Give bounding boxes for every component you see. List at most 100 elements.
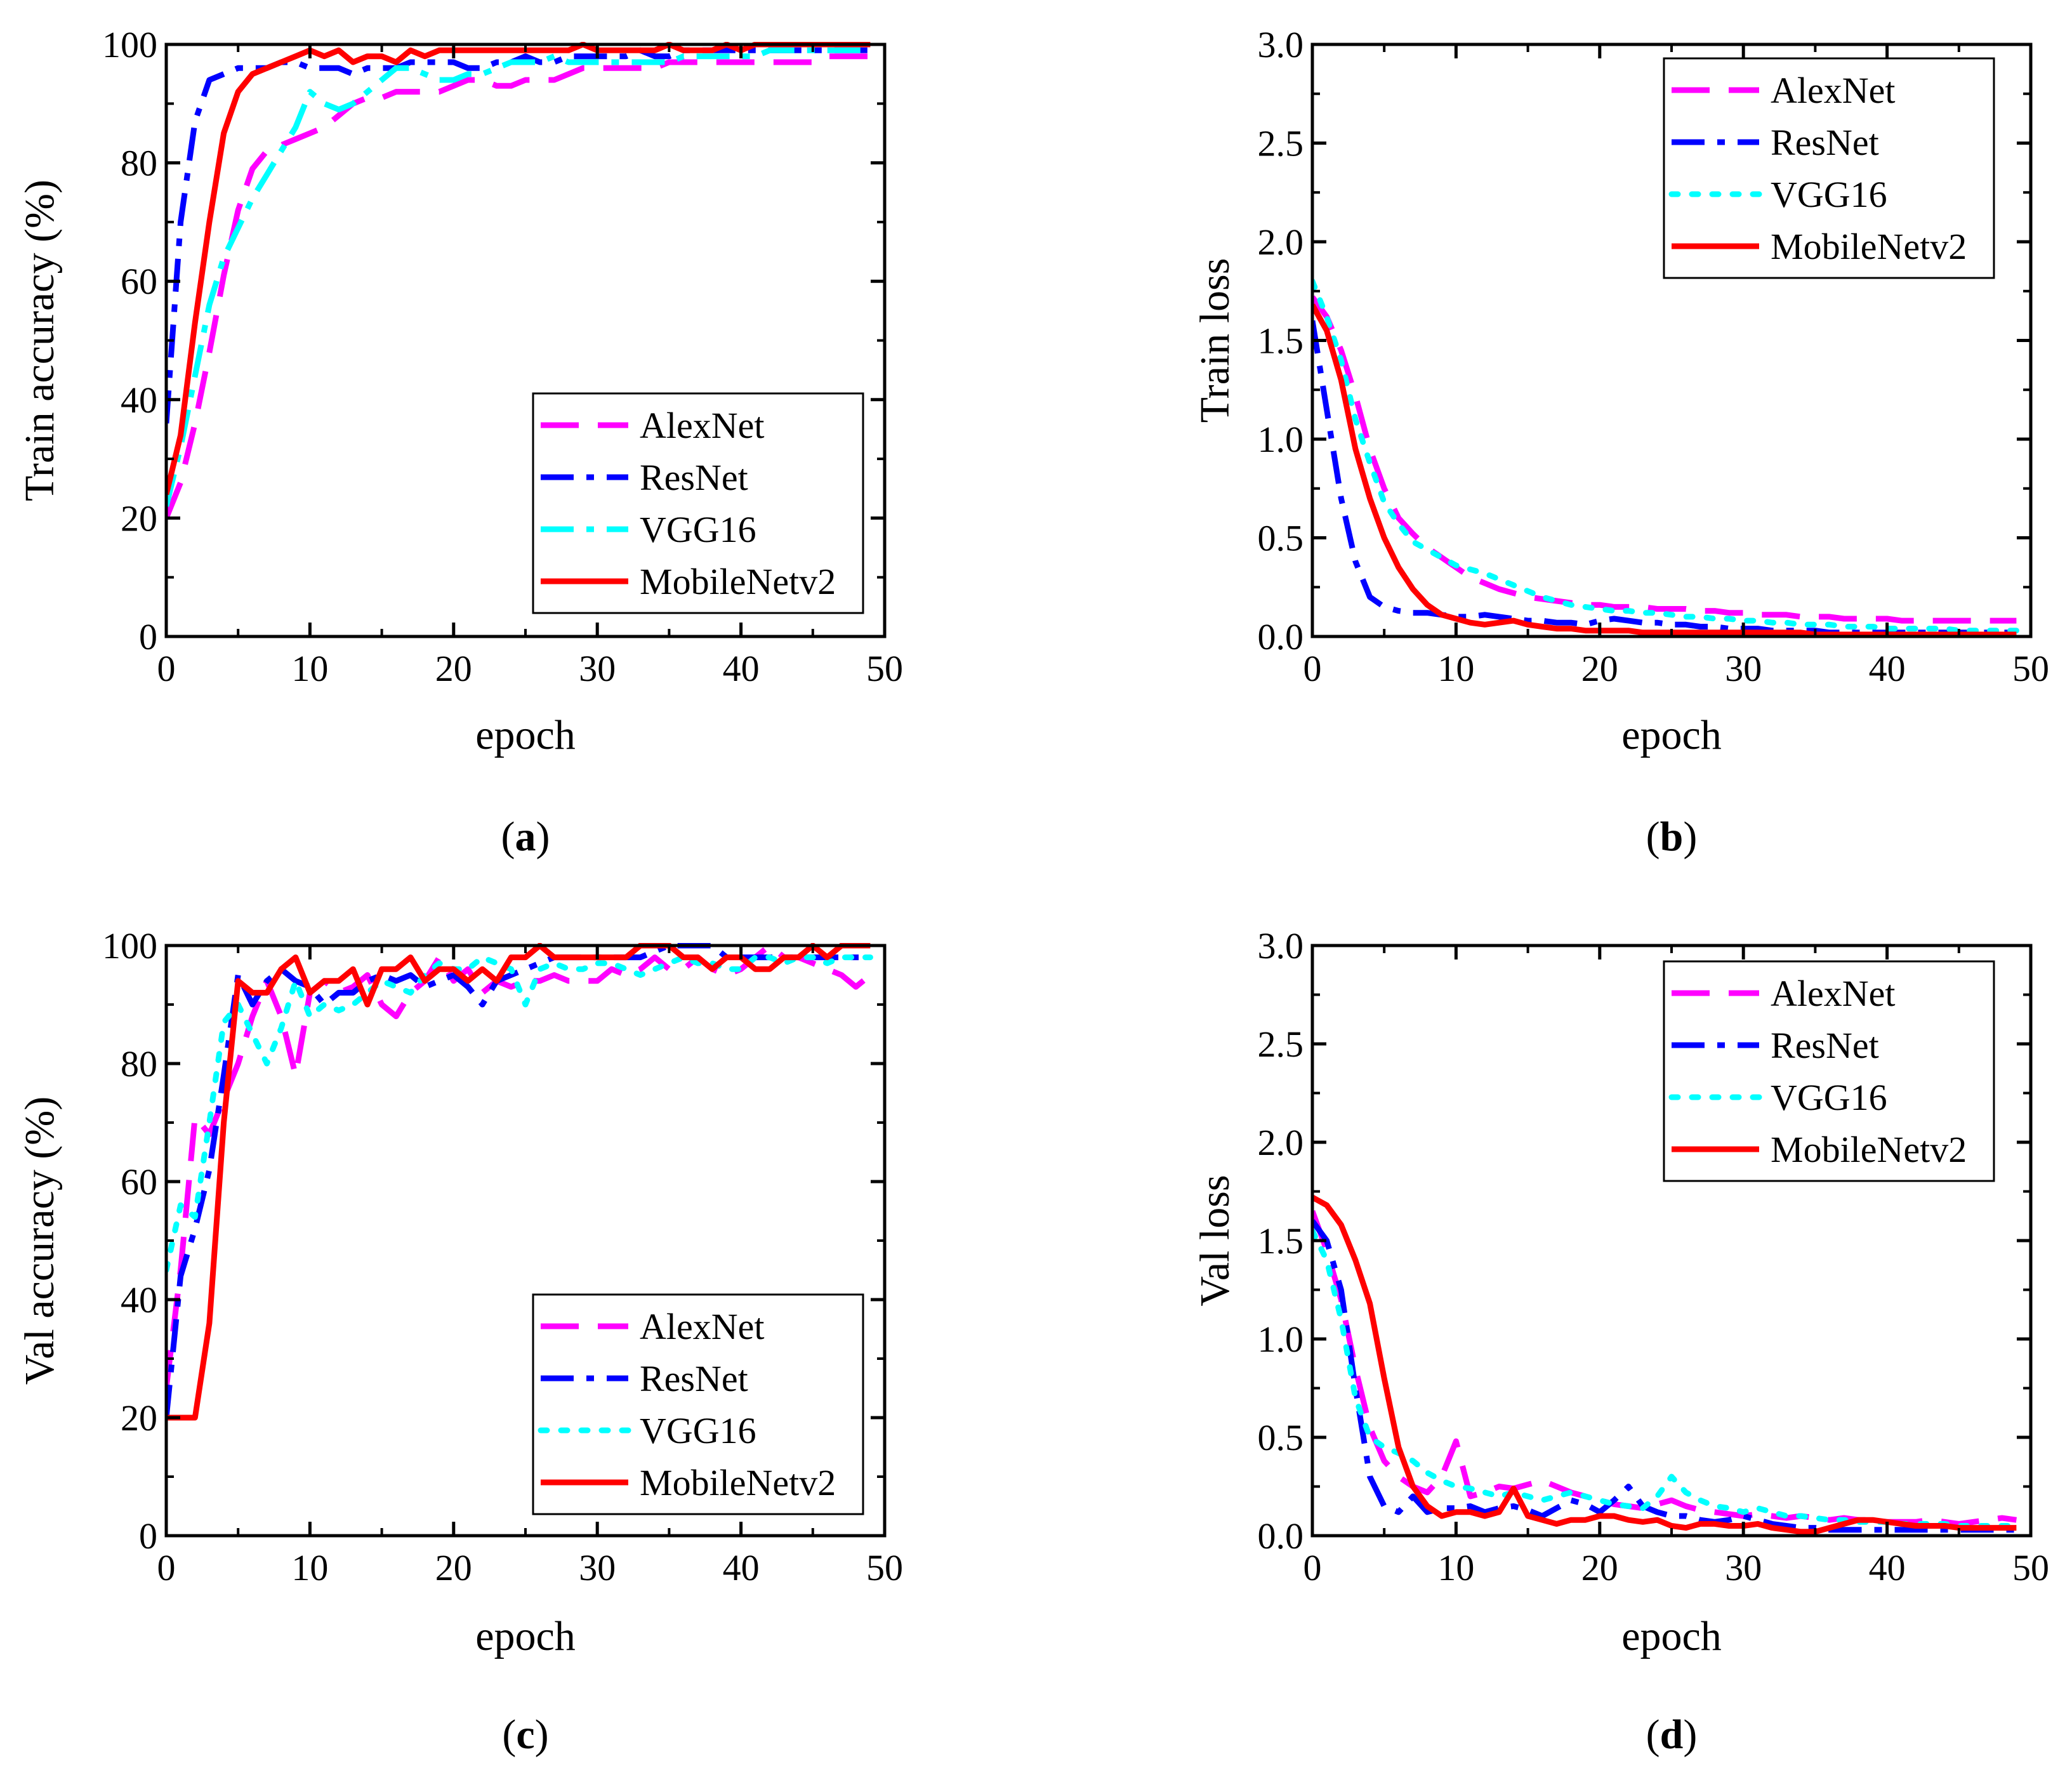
y-tick-label: 60 <box>121 1161 157 1203</box>
y-tick-label: 0.0 <box>1258 1515 1304 1557</box>
x-tick-label: 50 <box>866 648 903 689</box>
legend-label-resnet: ResNet <box>640 1358 748 1399</box>
legend-label-vgg16: VGG16 <box>640 1410 756 1451</box>
legend: AlexNet ResNet VGG16 MobileNetv2 <box>532 1293 864 1515</box>
x-tick-label: 50 <box>2012 1547 2049 1588</box>
series-line-resnet <box>1312 1219 2017 1533</box>
legend-label-alexnet: AlexNet <box>1771 973 1896 1014</box>
legend-label-alexnet: AlexNet <box>640 1306 765 1347</box>
x-tick-label: 30 <box>1725 1547 1762 1588</box>
y-tick-label: 2.0 <box>1258 1122 1304 1163</box>
legend-box <box>1663 57 1995 279</box>
y-tick-label: 20 <box>121 498 157 539</box>
x-axis-title: epoch <box>1621 1613 1722 1659</box>
x-tick-label: 20 <box>1581 1547 1618 1588</box>
x-tick-label: 10 <box>291 1547 328 1588</box>
legend-label-mobilenetv2: MobileNetv2 <box>1771 226 1967 267</box>
series-line-alexnet <box>1312 1210 2017 1527</box>
y-tick-label: 2.5 <box>1258 123 1304 164</box>
series-line-mobilenetv2 <box>1312 303 2017 636</box>
legend-label-alexnet: AlexNet <box>1771 70 1896 111</box>
legend-box <box>1663 960 1995 1182</box>
legend-label-resnet: ResNet <box>1771 1025 1879 1066</box>
legend-label-mobilenetv2: MobileNetv2 <box>640 1462 836 1503</box>
x-tick-label: 0 <box>1303 648 1322 689</box>
y-tick-label: 60 <box>121 261 157 302</box>
legend-label-vgg16: VGG16 <box>1771 1077 1887 1118</box>
y-tick-label: 0.0 <box>1258 616 1304 657</box>
x-tick-label: 0 <box>1303 1547 1322 1588</box>
x-tick-label: 40 <box>723 1547 760 1588</box>
x-tick-label: 30 <box>1725 648 1762 689</box>
x-tick-label: 40 <box>1869 648 1906 689</box>
y-tick-label: 0.5 <box>1258 1417 1304 1458</box>
series-line-resnet <box>1312 320 2017 636</box>
series-line-alexnet <box>166 53 871 520</box>
y-tick-label: 1.0 <box>1258 419 1304 460</box>
x-axis-title: epoch <box>475 712 576 758</box>
x-tick-label: 50 <box>2012 648 2049 689</box>
y-tick-label: 0.5 <box>1258 518 1304 559</box>
y-axis-title: Val accuracy (%) <box>16 1097 63 1385</box>
x-tick-label: 20 <box>1581 648 1618 689</box>
y-tick-label: 20 <box>121 1397 157 1439</box>
x-tick-label: 10 <box>1437 1547 1474 1588</box>
legend: AlexNet ResNet VGG16 MobileNetv2 <box>1663 57 1995 279</box>
panel-caption: (b) <box>1646 814 1698 860</box>
x-tick-label: 10 <box>1437 648 1474 689</box>
y-tick-label: 0 <box>139 616 157 657</box>
legend: AlexNet ResNet VGG16 MobileNetv2 <box>532 392 864 614</box>
series-line-resnet <box>166 47 871 424</box>
x-axis-title: epoch <box>1621 712 1722 758</box>
series-line-alexnet <box>1312 295 2017 624</box>
x-tick-label: 10 <box>291 648 328 689</box>
x-tick-label: 20 <box>435 1547 472 1588</box>
series-line-vgg16 <box>166 954 873 1273</box>
legend-label-alexnet: AlexNet <box>640 405 765 446</box>
legend: AlexNet ResNet VGG16 MobileNetv2 <box>1663 960 1995 1182</box>
x-tick-label: 50 <box>866 1547 903 1588</box>
series-line-vgg16 <box>166 47 871 507</box>
panel-caption: (c) <box>502 1711 548 1758</box>
panel-caption: (a) <box>501 814 550 860</box>
x-tick-label: 30 <box>579 648 616 689</box>
panel-caption-letter: d <box>1660 1711 1684 1758</box>
x-axis-title: epoch <box>475 1613 576 1659</box>
y-tick-label: 3.0 <box>1258 925 1304 966</box>
x-tick-label: 30 <box>579 1547 616 1588</box>
y-tick-label: 1.5 <box>1258 320 1304 362</box>
x-tick-label: 40 <box>723 648 760 689</box>
panel-caption-letter: c <box>516 1711 534 1758</box>
panel-d: 0 10 20 30 40 50 0.0 0.5 1.0 1.5 2.0 2.5 3.0 epoch Val… <box>1192 925 2049 1758</box>
series-line-vgg16 <box>1312 1228 2019 1529</box>
legend-box <box>532 392 864 614</box>
series-line-vgg16 <box>1312 278 2019 634</box>
panel-a: 0 10 20 30 40 50 0 20 40 60 80 100 epoch Train accura… <box>16 24 903 860</box>
y-axis-title: Train accuracy (%) <box>16 180 63 501</box>
panel-b: 0 10 20 30 40 50 0.0 0.5 1.0 1.5 2.0 2.5 3.0 epoch Tra… <box>1192 24 2049 860</box>
legend-label-mobilenetv2: MobileNetv2 <box>640 561 836 602</box>
y-tick-label: 1.0 <box>1258 1319 1304 1360</box>
series-line-mobilenetv2 <box>166 943 871 1421</box>
panel-caption-letter: b <box>1660 814 1684 860</box>
legend-label-resnet: ResNet <box>640 457 748 498</box>
y-tick-label: 80 <box>121 1043 157 1084</box>
y-tick-label: 0 <box>139 1515 157 1557</box>
y-axis-title: Train loss <box>1192 258 1238 423</box>
y-tick-label: 40 <box>121 379 157 421</box>
x-tick-label: 0 <box>157 1547 176 1588</box>
y-tick-label: 80 <box>121 143 157 184</box>
y-tick-label: 40 <box>121 1279 157 1321</box>
y-tick-label: 2.0 <box>1258 221 1304 263</box>
legend-label-mobilenetv2: MobileNetv2 <box>1771 1129 1967 1170</box>
panel-caption: (d) <box>1646 1711 1698 1758</box>
y-tick-label: 100 <box>102 24 157 65</box>
y-axis-title: Val loss <box>1192 1175 1238 1306</box>
panel-c: 0 10 20 30 40 50 0 20 40 60 80 100 epoch Val accuracy… <box>16 925 903 1758</box>
y-tick-label: 1.5 <box>1258 1220 1304 1262</box>
x-tick-label: 40 <box>1869 1547 1906 1588</box>
legend-label-vgg16: VGG16 <box>1771 174 1887 215</box>
legend-box <box>532 1293 864 1515</box>
x-tick-label: 20 <box>435 648 472 689</box>
